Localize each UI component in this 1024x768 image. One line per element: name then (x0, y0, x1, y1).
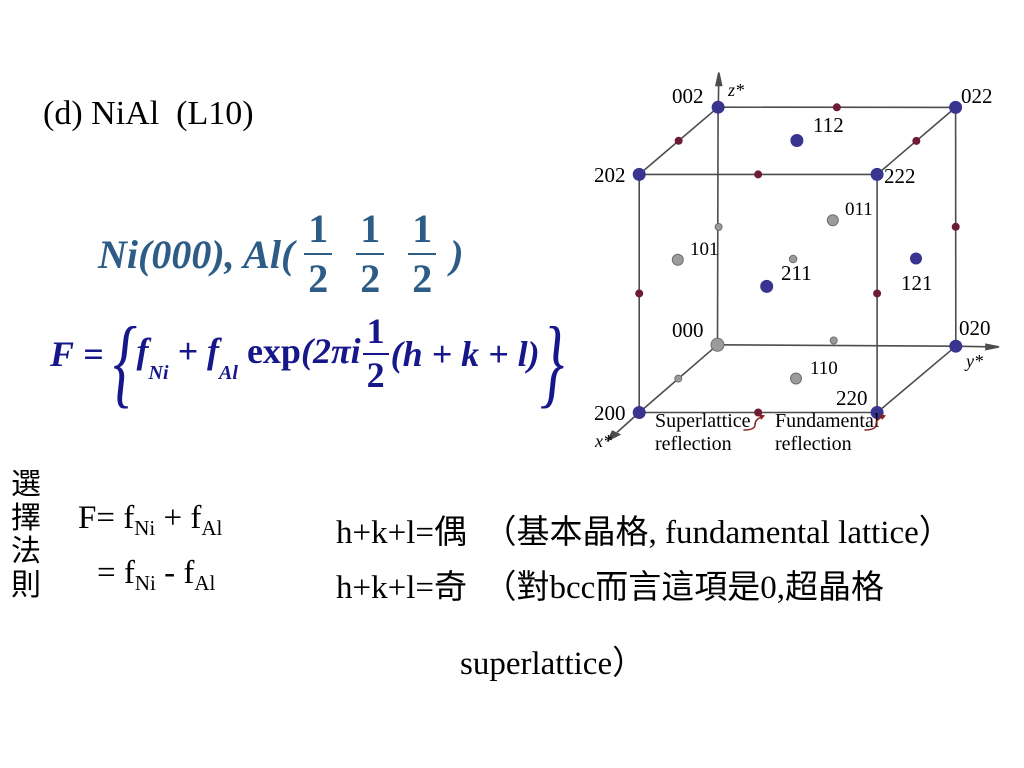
svg-text:y*: y* (964, 351, 983, 371)
svg-text:200: 200 (594, 401, 626, 425)
svg-text:110: 110 (810, 358, 838, 379)
svg-text:101: 101 (690, 239, 719, 260)
svg-text:220: 220 (836, 386, 868, 410)
svg-text:020: 020 (959, 316, 991, 340)
svg-text:022: 022 (961, 84, 993, 108)
svg-text:x*: x* (594, 431, 612, 451)
svg-text:000: 000 (672, 318, 704, 342)
svg-text:112: 112 (813, 113, 844, 137)
svg-text:z*: z* (727, 80, 744, 100)
svg-text:Superlattice: Superlattice (655, 410, 751, 432)
svg-text:002: 002 (672, 84, 704, 108)
svg-text:202: 202 (594, 163, 626, 187)
svg-text:reflection: reflection (655, 433, 732, 455)
svg-text:reflection: reflection (775, 433, 852, 455)
svg-text:222: 222 (884, 164, 916, 188)
svg-text:011: 011 (845, 199, 873, 220)
svg-text:121: 121 (901, 271, 933, 295)
svg-text:211: 211 (781, 261, 812, 285)
svg-text:Fundamental: Fundamental (775, 410, 880, 432)
